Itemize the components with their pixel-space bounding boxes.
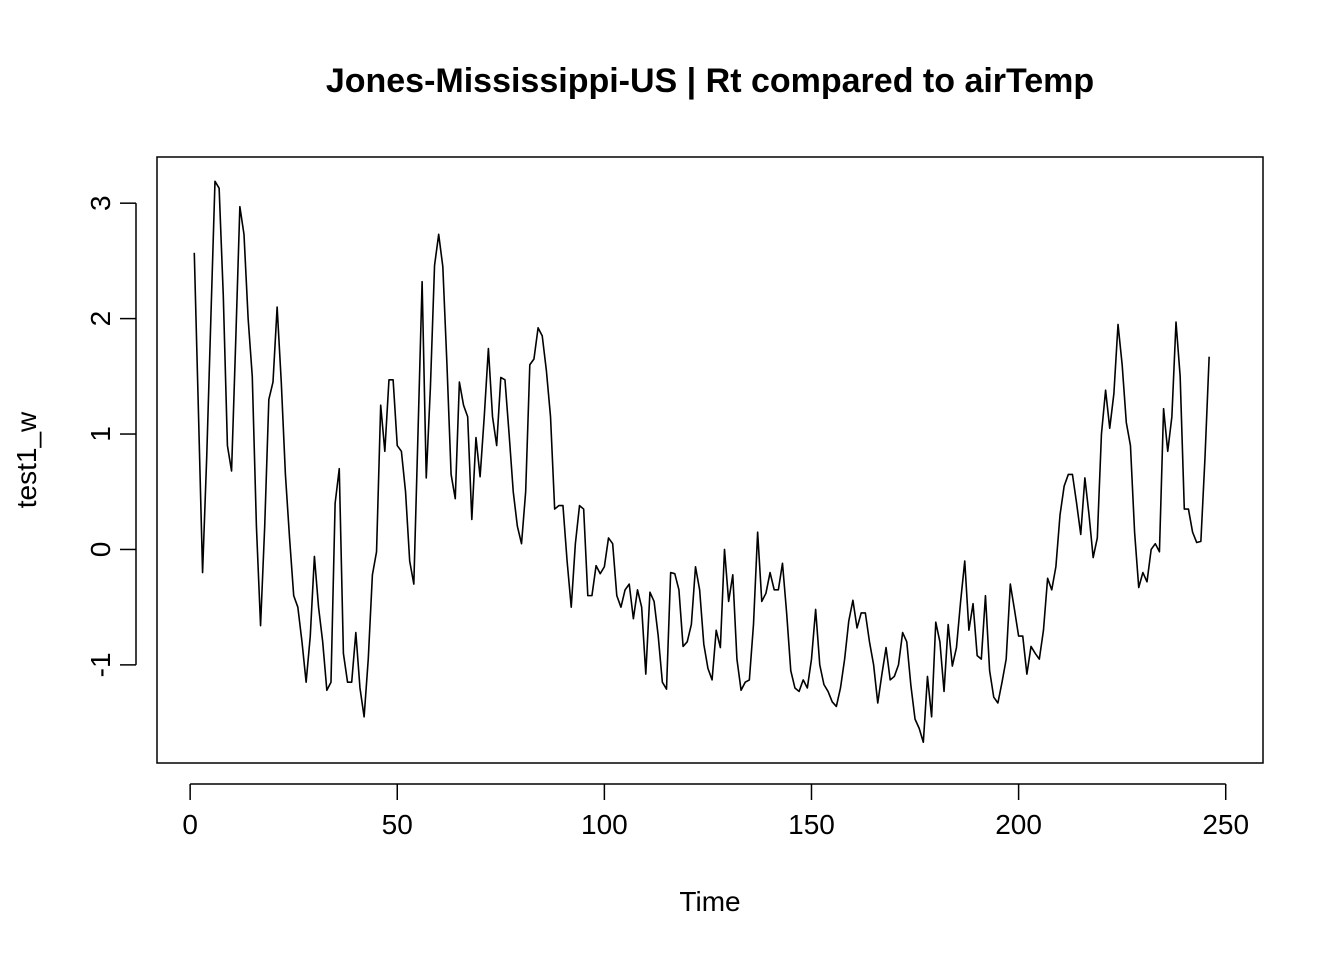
- y-tick-label: 1: [85, 426, 116, 442]
- x-axis-label: Time: [679, 886, 740, 917]
- chart-title: Jones-Mississippi-US | Rt compared to ai…: [326, 62, 1094, 100]
- x-tick-label: 100: [581, 809, 628, 840]
- x-tick-label: 250: [1202, 809, 1249, 840]
- x-tick-label: 0: [182, 809, 198, 840]
- series-layer: [193, 180, 1210, 744]
- x-tick-label: 50: [382, 809, 413, 840]
- x-tick-label: 150: [788, 809, 835, 840]
- x-tick-label: 200: [995, 809, 1042, 840]
- series-line: [193, 180, 1210, 744]
- y-tick-label: 0: [85, 542, 116, 558]
- y-tick-label: 2: [85, 311, 116, 327]
- y-tick-label: -1: [85, 652, 116, 677]
- y-axis-label: test1_w: [11, 411, 42, 508]
- plot-frame: [156, 156, 1264, 764]
- y-tick-label: 3: [85, 195, 116, 211]
- y-axis: -1 0 1 2 3: [85, 195, 137, 677]
- x-axis: 0 50 100 150 200 250: [182, 783, 1249, 840]
